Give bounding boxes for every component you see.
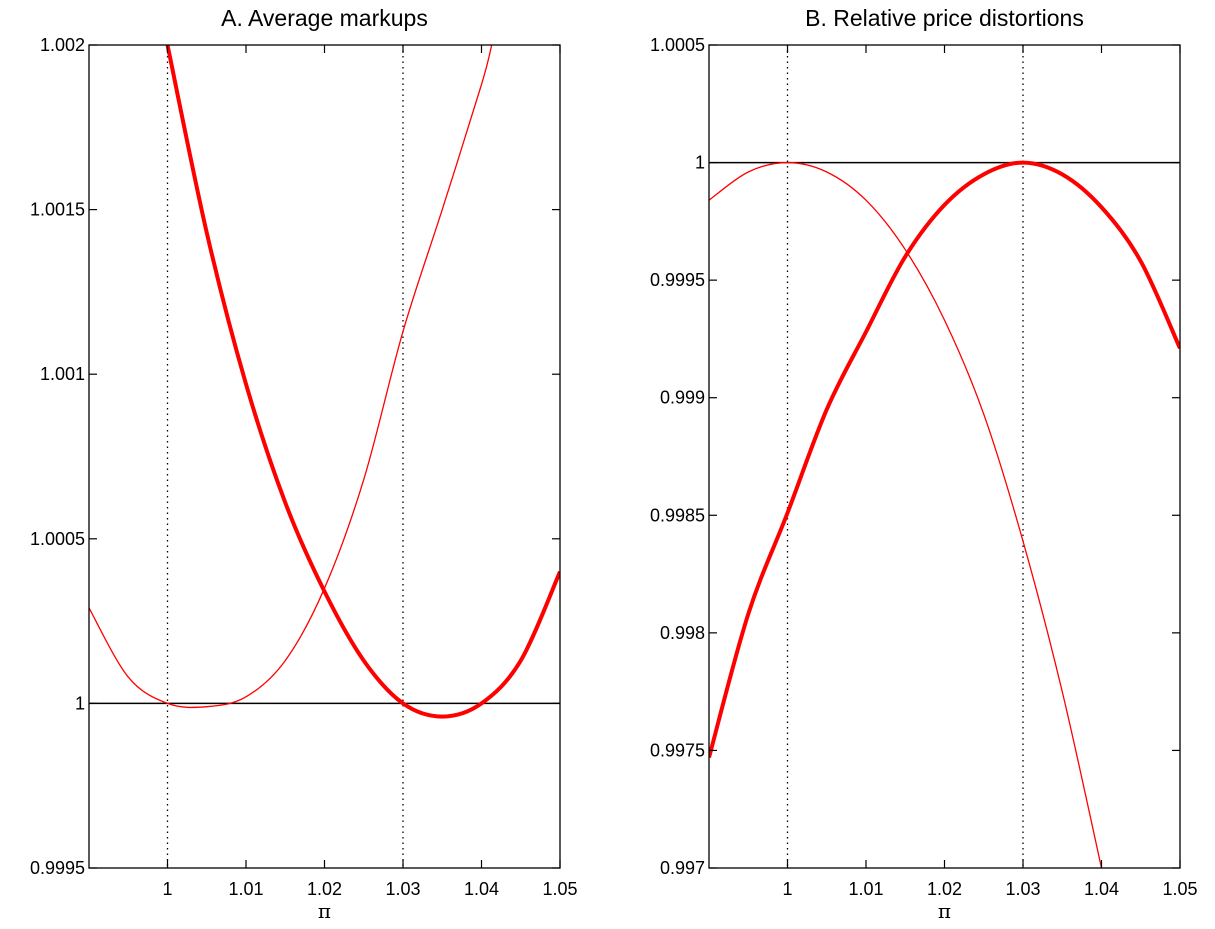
y-tick-label: 0.9975: [650, 740, 705, 760]
x-tick-label: 1.01: [228, 879, 263, 899]
x-tick-label: 1.04: [464, 879, 499, 899]
plot-area: [709, 45, 1180, 868]
panel-average-markups: A. Average markups π 1 1.01 1.02 1.03 1.04 1.…: [30, 5, 578, 923]
x-tick-label: 1.02: [927, 879, 962, 899]
plot-area: [89, 45, 560, 868]
axes-box: [708, 44, 1181, 869]
x-tick-label: 1: [782, 879, 792, 899]
y-tick-label: 1: [695, 153, 705, 173]
y-tick-label: 0.9995: [30, 858, 85, 878]
series-line-thick: [709, 160, 1180, 759]
x-tick-label: 1.03: [385, 879, 420, 899]
y-tick-label: 0.9985: [650, 505, 705, 525]
axes-box: [88, 44, 561, 869]
y-tick-label: 1.0005: [30, 529, 85, 549]
x-tick-label: 1: [162, 879, 172, 899]
y-tick-label: 0.999: [660, 388, 705, 408]
series-line-thin: [709, 161, 1103, 868]
x-tick-label: 1.02: [307, 879, 342, 899]
x-tick-label: 1.03: [1005, 879, 1040, 899]
panel-relative-price-distortions: B. Relative price distortions π 1 1.01 1.0…: [650, 5, 1198, 923]
x-tick-label: 1.01: [848, 879, 883, 899]
x-tick-label: 1.05: [542, 879, 577, 899]
y-tick-label: 0.997: [660, 858, 705, 878]
y-tick-label: 1.001: [40, 364, 85, 384]
y-tick-label: 1.0005: [650, 35, 705, 55]
series-line-thick: [165, 45, 560, 719]
y-tick-label: 1.002: [40, 35, 85, 55]
y-tick-label: 1: [75, 693, 85, 713]
y-tick-label: 0.998: [660, 623, 705, 643]
x-axis-label: π: [938, 899, 951, 923]
panel-title: A. Average markups: [221, 5, 428, 31]
x-axis-label: π: [318, 899, 331, 923]
y-tick-label: 1.0015: [30, 200, 85, 220]
x-tick-label: 1.05: [1162, 879, 1197, 899]
x-tick-label: 1.04: [1084, 879, 1119, 899]
y-tick-label: 0.9995: [650, 270, 705, 290]
panel-title: B. Relative price distortions: [805, 5, 1084, 31]
series-line-thin: [89, 45, 493, 709]
